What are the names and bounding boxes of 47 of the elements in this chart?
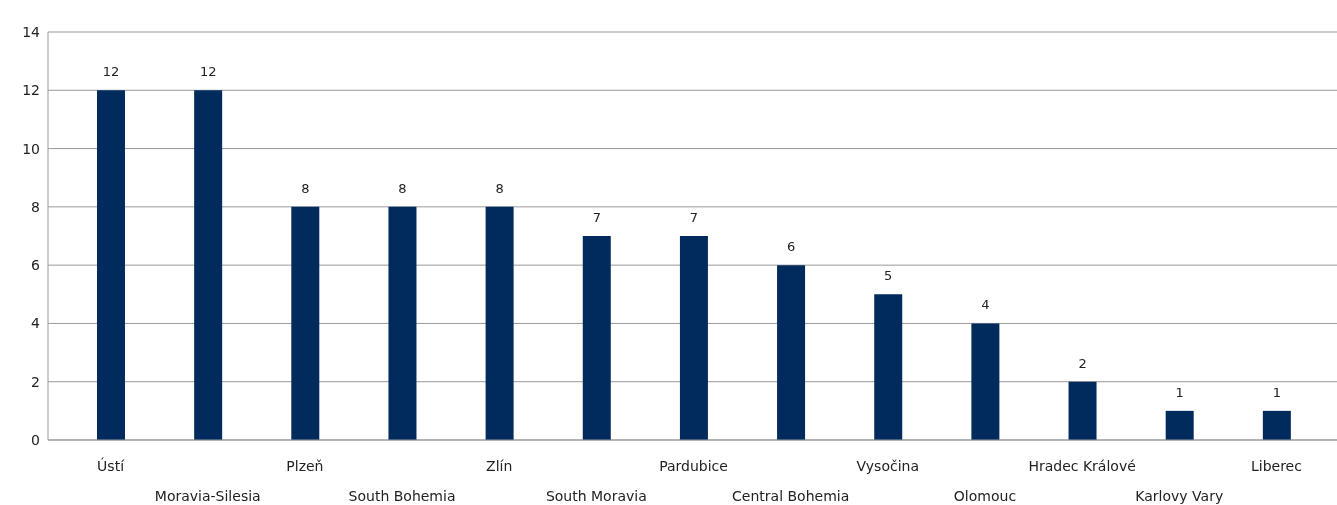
bar bbox=[777, 265, 806, 440]
bar bbox=[291, 206, 320, 440]
y-tick-label: 6 bbox=[31, 257, 41, 274]
data-label: 2 bbox=[1078, 355, 1087, 371]
bar bbox=[97, 90, 125, 440]
y-tick-label: 12 bbox=[22, 82, 40, 99]
x-tick-label: South Moravia bbox=[545, 488, 647, 504]
bar bbox=[971, 323, 1000, 440]
data-label: 12 bbox=[199, 64, 217, 80]
x-tick-label: South Bohemia bbox=[348, 488, 456, 504]
x-tick-label: Zlín bbox=[486, 458, 513, 474]
x-tick-label: Moravia-Silesia bbox=[154, 488, 261, 504]
data-label: 1 bbox=[1272, 384, 1281, 400]
data-label: 8 bbox=[301, 180, 310, 196]
data-label: 12 bbox=[102, 64, 120, 80]
bar bbox=[874, 294, 903, 440]
data-label: 8 bbox=[398, 180, 407, 196]
y-tick-label: 0 bbox=[31, 431, 40, 448]
x-tick-label: Plzeň bbox=[286, 458, 324, 474]
data-label: 1 bbox=[1175, 384, 1184, 400]
bar bbox=[1165, 410, 1194, 440]
y-tick-label: 2 bbox=[31, 373, 40, 390]
bar bbox=[582, 236, 611, 440]
y-tick-label: 10 bbox=[22, 140, 40, 157]
x-tick-label: Olomouc bbox=[953, 488, 1017, 504]
data-label: 5 bbox=[884, 268, 893, 284]
data-label: 8 bbox=[495, 180, 504, 196]
data-label: 7 bbox=[592, 210, 601, 225]
y-tick-label: 14 bbox=[22, 23, 41, 40]
y-tick-label: 4 bbox=[31, 315, 41, 332]
x-tick-label: Vysočina bbox=[856, 458, 919, 474]
data-label: 7 bbox=[689, 210, 699, 225]
bar bbox=[194, 90, 223, 440]
data-label: 6 bbox=[786, 239, 796, 255]
x-tick-label: Liberec bbox=[1250, 458, 1302, 474]
x-tick-label: Hradec Králové bbox=[1028, 458, 1136, 474]
bar bbox=[485, 206, 514, 440]
x-tick-label: Karlovy Vary bbox=[1135, 488, 1224, 504]
x-tick-label: Pardubice bbox=[659, 458, 728, 474]
x-tick-label: Ústí bbox=[97, 457, 126, 474]
x-tick-label: Central Bohemia bbox=[732, 488, 850, 504]
y-tick-label: 8 bbox=[31, 198, 40, 215]
data-label: 4 bbox=[981, 297, 990, 313]
bar bbox=[1262, 410, 1291, 440]
bar bbox=[1068, 381, 1097, 440]
bar bbox=[679, 236, 708, 440]
bar bbox=[388, 206, 417, 440]
